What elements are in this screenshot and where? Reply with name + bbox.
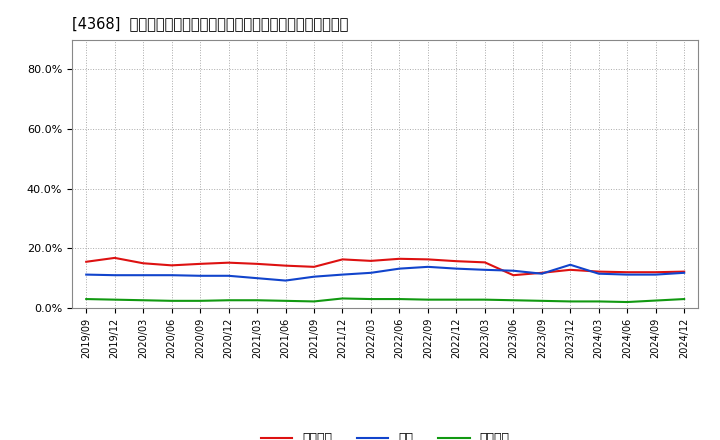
Legend: 売上債権, 在庫, 買入債務: 売上債権, 在庫, 買入債務 (256, 427, 515, 440)
在庫 (225, 273, 233, 279)
買入債務 (680, 297, 688, 302)
買入債務 (595, 299, 603, 304)
在庫 (310, 274, 318, 279)
在庫 (338, 272, 347, 277)
在庫 (423, 264, 432, 269)
買入債務 (139, 297, 148, 303)
売上債権 (225, 260, 233, 265)
売上債権 (423, 257, 432, 262)
売上債権 (652, 270, 660, 275)
売上債権 (680, 269, 688, 274)
買入債務 (395, 297, 404, 302)
在庫 (509, 268, 518, 273)
売上債権 (110, 255, 119, 260)
在庫 (566, 262, 575, 268)
買入債務 (537, 298, 546, 304)
売上債権 (167, 263, 176, 268)
Line: 買入債務: 買入債務 (86, 298, 684, 302)
買入債務 (509, 297, 518, 303)
売上債権 (282, 263, 290, 268)
買入債務 (253, 297, 261, 303)
在庫 (167, 272, 176, 278)
買入債務 (310, 299, 318, 304)
在庫 (680, 270, 688, 275)
在庫 (82, 272, 91, 277)
在庫 (110, 272, 119, 278)
売上債権 (595, 269, 603, 274)
売上債権 (82, 259, 91, 264)
売上債権 (623, 270, 631, 275)
Line: 売上債権: 売上債権 (86, 258, 684, 275)
買入債務 (110, 297, 119, 302)
買入債務 (82, 297, 91, 302)
在庫 (595, 271, 603, 276)
売上債権 (338, 257, 347, 262)
買入債務 (480, 297, 489, 302)
買入債務 (338, 296, 347, 301)
在庫 (196, 273, 204, 279)
在庫 (253, 275, 261, 281)
買入債務 (423, 297, 432, 302)
在庫 (537, 271, 546, 276)
売上債権 (310, 264, 318, 269)
売上債権 (139, 260, 148, 266)
売上債権 (253, 261, 261, 267)
在庫 (282, 278, 290, 283)
売上債権 (480, 260, 489, 265)
在庫 (480, 267, 489, 272)
在庫 (366, 270, 375, 275)
買入債務 (652, 298, 660, 303)
買入債務 (196, 298, 204, 304)
在庫 (395, 266, 404, 271)
売上債権 (566, 267, 575, 272)
買入債務 (452, 297, 461, 302)
Text: [4368]  売上債権、在庫、買入債務の総資産に対する比率の推移: [4368] 売上債権、在庫、買入債務の総資産に対する比率の推移 (72, 16, 348, 32)
売上債権 (366, 258, 375, 264)
売上債権 (452, 259, 461, 264)
在庫 (139, 272, 148, 278)
在庫 (623, 272, 631, 277)
売上債権 (537, 270, 546, 275)
買入債務 (282, 298, 290, 304)
売上債権 (196, 261, 204, 267)
買入債務 (167, 298, 176, 304)
買入債務 (366, 297, 375, 302)
買入債務 (225, 297, 233, 303)
買入債務 (566, 299, 575, 304)
在庫 (652, 272, 660, 277)
売上債権 (395, 256, 404, 261)
買入債務 (623, 299, 631, 304)
在庫 (452, 266, 461, 271)
売上債権 (509, 272, 518, 278)
Line: 在庫: 在庫 (86, 265, 684, 281)
